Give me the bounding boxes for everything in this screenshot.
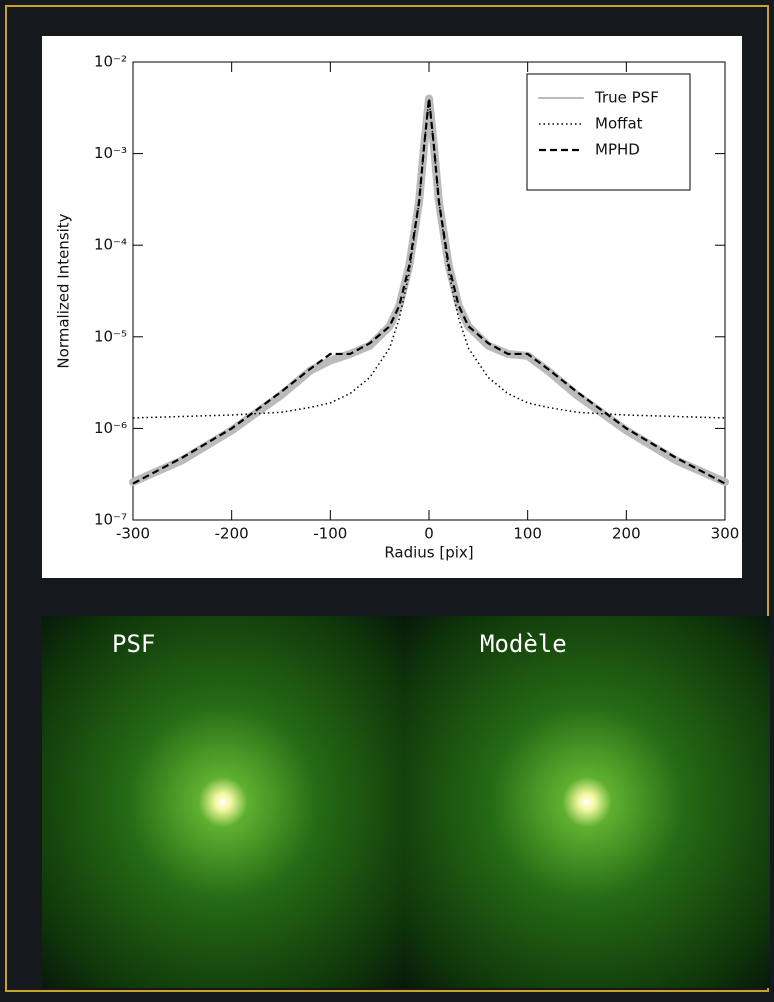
x-tick-label: 300 [711,525,740,543]
y-tick-label: 10⁻⁶ [94,419,127,437]
y-tick-label: 10⁻³ [94,144,127,162]
page: Radius [pix] Normalized Intensity -300-2… [0,0,774,998]
model-image [404,616,770,988]
x-tick-label: 100 [513,525,542,543]
x-tick-label: 0 [424,525,434,543]
x-tick-label: 200 [612,525,641,543]
y-tick-label: 10⁻⁴ [94,236,127,254]
y-tick-label: 10⁻⁵ [94,327,127,345]
x-tick-label: -100 [313,525,347,543]
y-tick-label: 10⁻² [94,53,127,71]
legend-label: True PSF [594,89,659,107]
panel-label: PSF [112,630,155,658]
x-axis-label: Radius [pix] [384,544,473,562]
panel-label: Modèle [480,630,567,658]
legend-label: MPHD [595,141,640,159]
image-panels: PSF Modèle [42,616,770,988]
x-tick-label: -200 [215,525,249,543]
y-tick-label: 10⁻⁷ [94,511,127,529]
psf-image [42,616,404,988]
legend-label: Moffat [595,115,643,133]
y-axis-label: Normalized Intensity [55,213,73,368]
